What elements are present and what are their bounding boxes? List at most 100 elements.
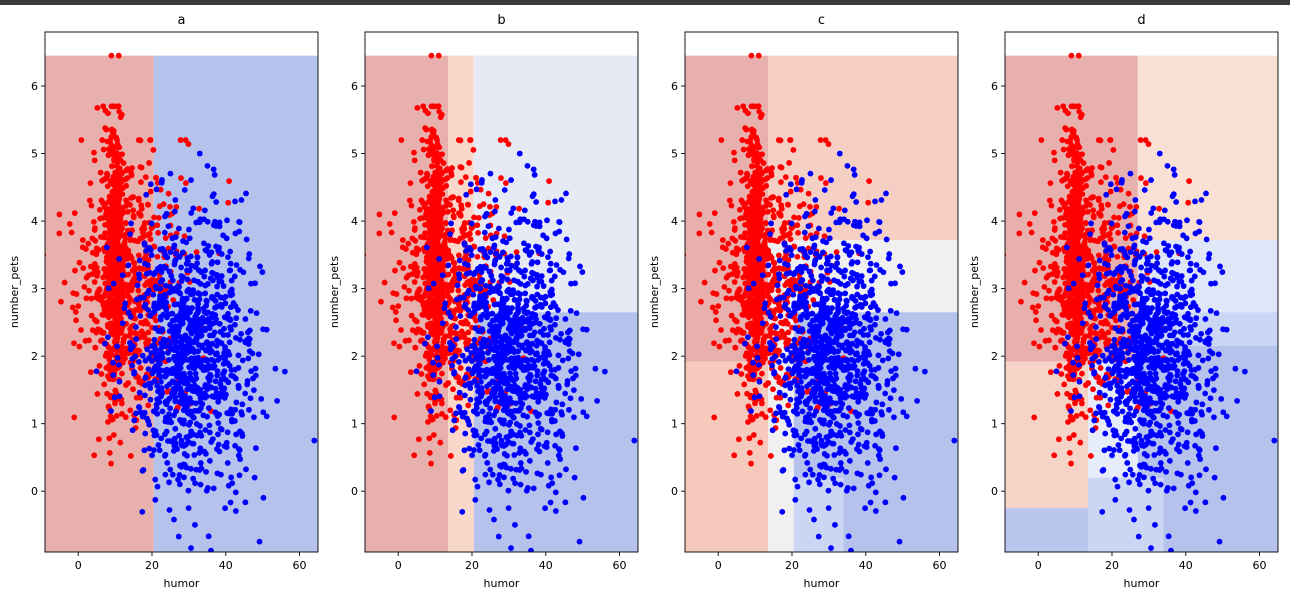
point-class-0 [443, 182, 450, 189]
point-class-1 [482, 471, 489, 478]
point-class-0 [102, 230, 108, 237]
point-class-1 [208, 314, 215, 321]
point-class-0 [103, 350, 110, 357]
point-class-1 [184, 258, 191, 264]
point-class-1 [188, 428, 195, 435]
point-class-1 [146, 445, 153, 452]
point-class-1 [215, 431, 221, 438]
point-class-1 [522, 427, 529, 433]
point-class-1 [152, 283, 159, 290]
point-class-1 [147, 396, 154, 403]
point-class-0 [130, 386, 136, 393]
point-class-1 [538, 471, 544, 478]
point-class-1 [525, 405, 532, 411]
point-class-1 [558, 409, 565, 416]
point-class-1 [459, 352, 466, 359]
point-class-1 [537, 393, 543, 400]
point-class-1 [532, 385, 539, 392]
point-class-0 [94, 273, 100, 279]
point-class-0 [119, 205, 126, 211]
point-class-1 [468, 220, 475, 227]
point-class-0 [727, 180, 734, 187]
point-class-1 [125, 262, 132, 269]
point-class-1 [567, 307, 574, 314]
point-class-1 [505, 487, 512, 494]
point-class-1 [158, 340, 165, 346]
point-class-1 [552, 321, 558, 328]
point-class-1 [476, 348, 483, 354]
point-class-0 [432, 229, 439, 236]
point-class-1 [272, 365, 279, 372]
point-class-0 [396, 259, 403, 266]
point-class-1 [185, 287, 192, 294]
point-class-1 [492, 425, 499, 432]
point-class-1 [134, 282, 141, 289]
point-class-0 [71, 414, 78, 421]
point-class-0 [111, 255, 118, 262]
point-class-1 [227, 248, 234, 255]
point-class-0 [737, 169, 744, 176]
point-class-1 [154, 382, 161, 389]
point-class-0 [743, 350, 750, 357]
point-class-0 [747, 145, 754, 152]
point-class-1 [568, 368, 575, 374]
point-class-0 [145, 256, 152, 263]
point-class-1 [483, 306, 490, 313]
point-class-1 [147, 312, 153, 319]
point-class-1 [153, 186, 160, 193]
point-class-1 [239, 401, 246, 408]
point-class-1 [528, 260, 535, 267]
point-class-1 [473, 186, 480, 193]
point-class-1 [221, 325, 227, 332]
point-class-1 [471, 344, 478, 351]
point-class-1 [442, 300, 449, 307]
point-class-1 [240, 269, 247, 276]
point-class-1 [152, 476, 159, 483]
point-class-0 [747, 271, 754, 278]
point-class-1 [225, 482, 232, 489]
point-class-0 [436, 277, 442, 284]
point-class-0 [130, 259, 137, 266]
point-class-0 [747, 178, 754, 185]
point-class-0 [735, 436, 742, 443]
point-class-0 [406, 287, 412, 294]
point-class-1 [492, 197, 499, 203]
point-class-0 [445, 208, 451, 215]
point-class-1 [196, 357, 203, 363]
point-class-1 [166, 479, 172, 486]
point-class-1 [136, 359, 142, 365]
point-class-1 [172, 394, 178, 401]
point-class-0 [102, 107, 109, 114]
point-class-1 [202, 282, 209, 289]
point-class-0 [111, 103, 118, 110]
point-class-1 [439, 320, 446, 327]
point-class-1 [110, 359, 117, 366]
point-class-1 [192, 521, 198, 528]
point-class-0 [742, 107, 749, 114]
point-class-0 [104, 173, 111, 180]
point-class-0 [750, 432, 757, 438]
point-class-1 [147, 181, 154, 188]
point-class-1 [511, 296, 518, 303]
point-class-1 [161, 229, 168, 236]
point-class-1 [474, 483, 481, 490]
point-class-0 [465, 402, 472, 409]
point-class-1 [532, 304, 538, 311]
point-class-1 [157, 367, 164, 374]
point-class-0 [546, 178, 553, 184]
x-axis-label: humor [164, 577, 200, 590]
point-class-1 [518, 333, 524, 339]
point-class-1 [523, 302, 530, 309]
point-class-0 [502, 137, 509, 143]
point-class-1 [249, 350, 256, 357]
point-class-0 [76, 259, 83, 266]
point-class-1 [491, 347, 497, 353]
point-class-1 [498, 437, 505, 444]
point-class-1 [555, 352, 562, 359]
point-class-1 [564, 378, 571, 384]
point-class-0 [105, 212, 111, 219]
point-class-1 [578, 396, 585, 402]
point-class-0 [83, 295, 90, 302]
point-class-1 [500, 461, 507, 468]
point-class-0 [113, 150, 120, 156]
